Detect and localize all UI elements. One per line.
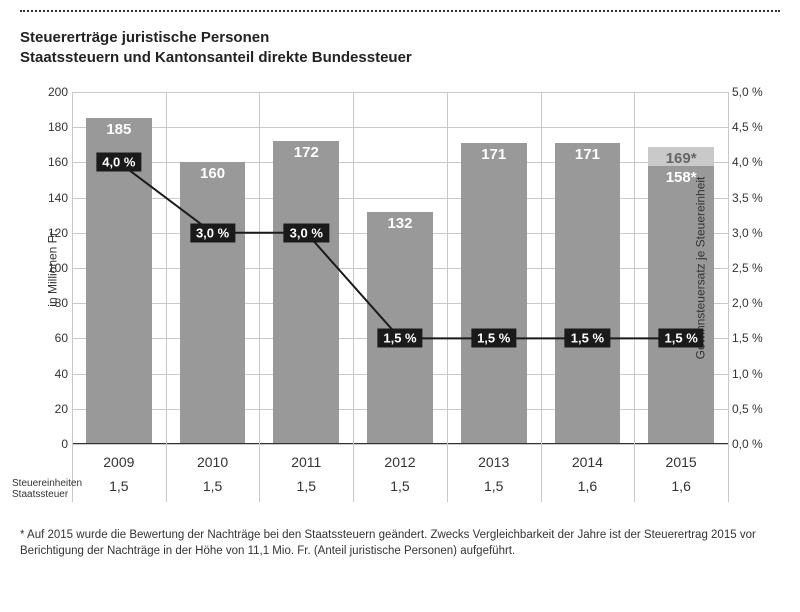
- y-right-tick-label: 1,5 %: [732, 331, 778, 345]
- x-column: 20111,5: [259, 448, 353, 494]
- column-separator: [728, 92, 729, 502]
- y-left-tick-label: 60: [30, 331, 68, 345]
- subrow-value: 1,5: [166, 470, 260, 494]
- y-right-tick-label: 0,5 %: [732, 402, 778, 416]
- y-right-tick-label: 3,5 %: [732, 191, 778, 205]
- y-left-tick-label: 40: [30, 367, 68, 381]
- column-separator: [259, 92, 260, 502]
- y-right-tick-label: 1,0 %: [732, 367, 778, 381]
- y-right-tick-label: 5,0 %: [732, 85, 778, 99]
- bar-label: 160: [180, 165, 246, 182]
- bars-layer: 185160172132171171169*158*: [72, 92, 728, 444]
- x-year-label: 2012: [353, 448, 447, 470]
- title-line-1: Steuererträge juristische Personen: [20, 28, 412, 48]
- x-year-label: 2011: [259, 448, 353, 470]
- percentage-box: 1,5 %: [659, 329, 704, 348]
- y-left-tick-label: 100: [30, 261, 68, 275]
- bar-label: 172: [273, 144, 339, 161]
- x-year-label: 2015: [634, 448, 728, 470]
- subrow-value: 1,5: [353, 470, 447, 494]
- percentage-box: 1,5 %: [377, 329, 422, 348]
- bar: 132: [367, 212, 433, 444]
- bar-label: 185: [86, 121, 152, 138]
- chart-area: 185160172132171171169*158* 4,0 %3,0 %3,0…: [72, 92, 728, 444]
- subrow-label-line2: Staatssteuer: [12, 489, 68, 500]
- bar: 171: [461, 143, 527, 444]
- column-separator: [72, 92, 73, 502]
- subrow-value: 1,6: [541, 470, 635, 494]
- plot-area: 185160172132171171169*158* 4,0 %3,0 %3,0…: [72, 92, 728, 444]
- footnote: * Auf 2015 wurde die Bewertung der Nacht…: [20, 528, 780, 559]
- y-right-tick-label: 3,0 %: [732, 226, 778, 240]
- subrow-value: 1,5: [259, 470, 353, 494]
- y-left-tick-label: 180: [30, 120, 68, 134]
- x-column: 20101,5: [166, 448, 260, 494]
- y-left-tick-label: 200: [30, 85, 68, 99]
- percentage-box: 3,0 %: [284, 223, 329, 242]
- y-right-tick-label: 2,0 %: [732, 296, 778, 310]
- y-left-tick-label: 20: [30, 402, 68, 416]
- y-right-tick-label: 4,0 %: [732, 155, 778, 169]
- x-column: 20151,6: [634, 448, 728, 494]
- x-column: 20091,5: [72, 448, 166, 494]
- x-year-label: 2014: [541, 448, 635, 470]
- y-right-tick-label: 4,5 %: [732, 120, 778, 134]
- column-separator: [634, 92, 635, 502]
- column-separator: [447, 92, 448, 502]
- x-column: 20131,5: [447, 448, 541, 494]
- bar-label: 171: [555, 146, 621, 163]
- subrow-value: 1,6: [634, 470, 728, 494]
- y-left-tick-label: 80: [30, 296, 68, 310]
- x-column: 20121,5: [353, 448, 447, 494]
- bar: 160: [180, 162, 246, 444]
- bar-label: 132: [367, 215, 433, 232]
- subrow-value: 1,5: [447, 470, 541, 494]
- bar: 171: [555, 143, 621, 444]
- percentage-box: 4,0 %: [96, 153, 141, 172]
- x-axis-labels: 20091,520101,520111,520121,520131,520141…: [72, 448, 728, 512]
- column-separator: [541, 92, 542, 502]
- column-separator: [353, 92, 354, 502]
- percentage-box: 3,0 %: [190, 223, 235, 242]
- y-right-tick-label: 0,0 %: [732, 437, 778, 451]
- y-left-tick-label: 120: [30, 226, 68, 240]
- bar-secondary-label: 169*: [648, 150, 714, 167]
- y-left-tick-label: 0: [30, 437, 68, 451]
- y-left-tick-label: 160: [30, 155, 68, 169]
- x-column: 20141,6: [541, 448, 635, 494]
- column-separator: [166, 92, 167, 502]
- subrow-label: Steuereinheiten Staatssteuer: [12, 478, 82, 500]
- percentage-box: 1,5 %: [565, 329, 610, 348]
- chart-title: Steuererträge juristische Personen Staat…: [20, 28, 412, 69]
- bar-label: 171: [461, 146, 527, 163]
- x-year-label: 2009: [72, 448, 166, 470]
- grid-line: [72, 444, 728, 445]
- y-right-tick-label: 2,5 %: [732, 261, 778, 275]
- subrow-value: 1,5: [72, 470, 166, 494]
- y-left-tick-label: 140: [30, 191, 68, 205]
- top-dotted-rule: [20, 10, 780, 12]
- percentage-box: 1,5 %: [471, 329, 516, 348]
- x-year-label: 2010: [166, 448, 260, 470]
- subrow-label-line1: Steuereinheiten: [12, 478, 82, 489]
- title-line-2: Staatssteuern und Kantonsanteil direkte …: [20, 48, 412, 68]
- x-axis-baseline: [72, 443, 728, 444]
- x-year-label: 2013: [447, 448, 541, 470]
- bar: 172: [273, 141, 339, 444]
